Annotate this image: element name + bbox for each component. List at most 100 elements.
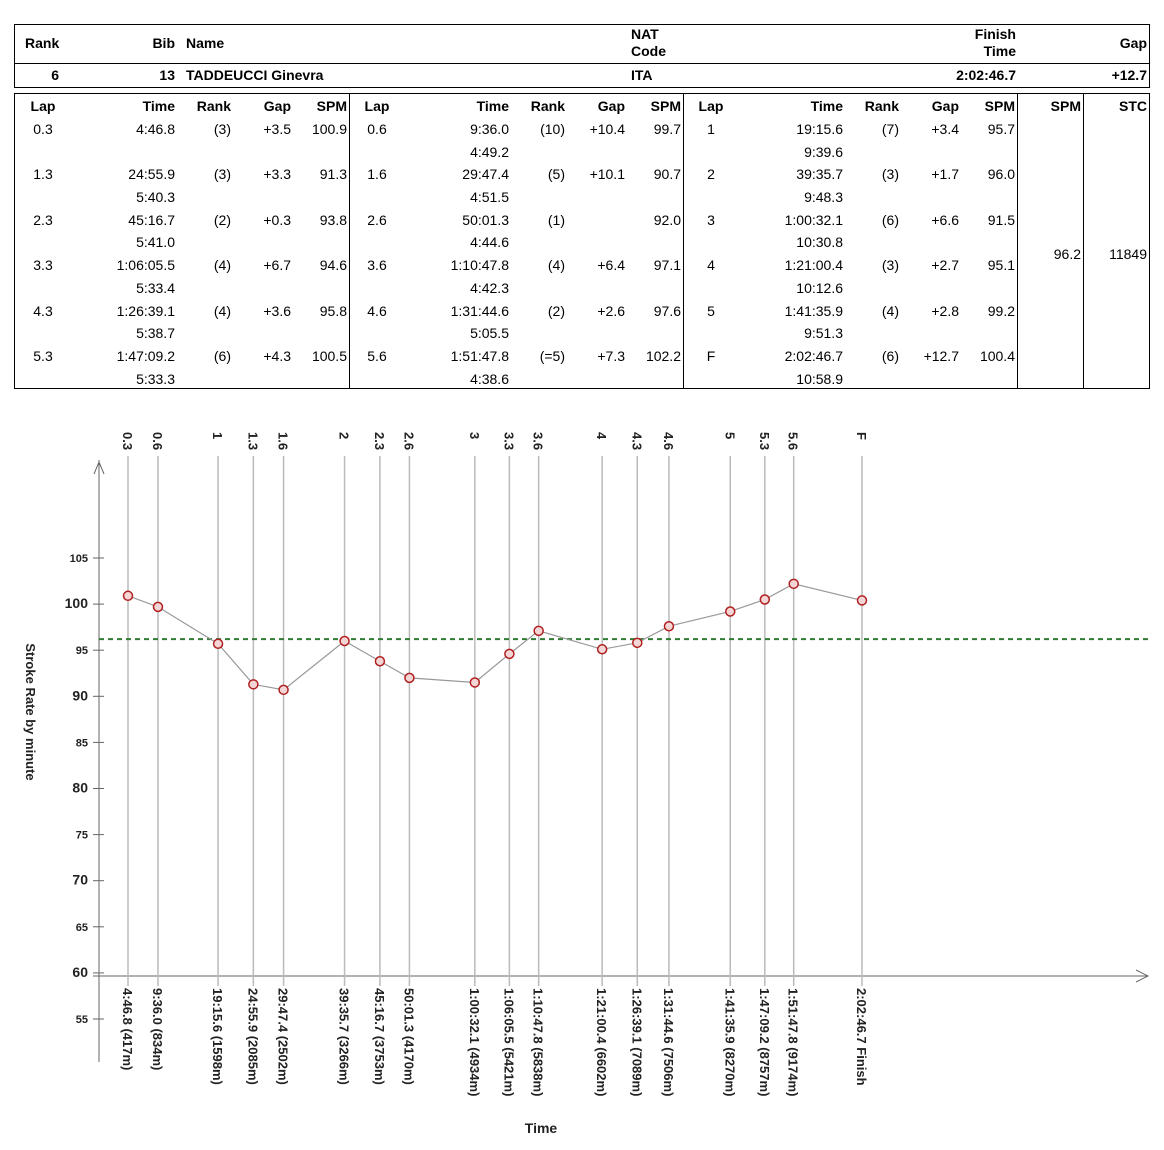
split-spm: 97.6 (653, 302, 681, 319)
split-gap: +6.7 (263, 257, 291, 274)
time-tick-label: 1:21:00.4 (6602m) (594, 988, 609, 1096)
split-gap: +1.7 (931, 166, 959, 183)
rank-header: Rank (196, 98, 231, 114)
time-tick-label: 39:35.7 (3266m) (337, 988, 352, 1085)
split-gap: +10.4 (589, 121, 625, 137)
spm-header: SPM (984, 98, 1015, 114)
time-tick-label: 4:46.8 (417m) (120, 988, 135, 1070)
splits-table: SPM STC 96.2 11849 Lap Time Rank Gap SPM Lap T… (14, 93, 1150, 389)
time-tick-label: 9:36.0 (834m) (150, 988, 165, 1070)
split-rank: (3) (881, 166, 899, 183)
split-lap: 4.6 (367, 302, 387, 319)
time-tick-label: 1:00:32.1 (4934m) (467, 988, 482, 1096)
y-tick-label: 105 (70, 553, 88, 565)
split-rank: (10) (540, 121, 565, 137)
split-lap: 2 (707, 166, 715, 183)
y-tick-label: 80 (72, 780, 88, 796)
split-gap: +10.1 (589, 166, 625, 183)
data-point (339, 635, 350, 647)
time-header: Time (142, 98, 175, 114)
data-point (469, 677, 481, 688)
name-header: Name (186, 35, 225, 51)
lap-label: 5.3 (757, 432, 772, 450)
split-rank: (=5) (539, 348, 565, 364)
time-tick-label: 24:55.9 (2085m) (245, 988, 260, 1085)
lap-label: 4.3 (629, 432, 644, 450)
split-time: 1:31:44.6 (450, 302, 509, 319)
split-spm: 92.0 (653, 211, 681, 228)
time-tick-label: 1:26:39.1 (7089m) (629, 988, 644, 1096)
split-gap: +2.8 (931, 302, 959, 319)
split-spm: 100.5 (311, 348, 347, 364)
split-rank: (3) (213, 121, 231, 137)
time-tick-label: 29:47.4 (2502m) (276, 988, 291, 1085)
split-lap: 3 (707, 211, 715, 228)
split-interval-time: 5:40.3 (136, 188, 175, 205)
athlete-finish-time: 2:02:46.7 (956, 67, 1016, 83)
data-point (152, 601, 164, 613)
lap-label: 2.6 (401, 432, 416, 450)
split-spm: 91.5 (987, 211, 1015, 228)
column-divider (1017, 94, 1018, 388)
lap-header: Lap (364, 98, 390, 114)
data-point (725, 606, 736, 617)
y-tick-label: 100 (65, 595, 89, 611)
split-spm: 102.2 (645, 348, 681, 364)
lap-label: 1 (210, 432, 225, 439)
lap-label: 0.6 (150, 432, 165, 450)
y-tick-label: 75 (76, 830, 88, 842)
split-interval-time: 4:42.3 (470, 279, 509, 296)
data-point (212, 638, 224, 649)
split-gap: +2.6 (597, 302, 625, 319)
split-interval-time: 5:33.4 (136, 279, 175, 296)
split-interval-time: 4:49.2 (470, 143, 509, 160)
split-lap: 1.6 (367, 166, 387, 183)
data-point (632, 637, 643, 649)
split-time: 50:01.3 (462, 211, 509, 228)
lap-label: 4 (594, 432, 609, 440)
split-time: 1:26:39.1 (116, 302, 175, 319)
split-gap: +6.4 (597, 257, 625, 274)
split-rank: (4) (213, 302, 231, 319)
rank-header: Rank (864, 98, 899, 114)
split-interval-time: 9:39.6 (804, 143, 843, 160)
lap-header: Lap (698, 98, 724, 114)
athlete-gap: +12.7 (1111, 67, 1147, 83)
split-rank: (4) (881, 302, 899, 319)
data-point (759, 594, 771, 605)
split-gap: +3.3 (263, 166, 291, 183)
data-point (278, 684, 289, 696)
split-lap: 3.3 (33, 257, 53, 274)
split-rank: (3) (881, 257, 899, 274)
time-tick-label: 50:01.3 (4170m) (401, 988, 416, 1085)
split-gap: +0.3 (263, 211, 291, 228)
gap-header: Gap (931, 98, 959, 114)
split-spm: 96.0 (987, 166, 1015, 183)
y-tick-label: 70 (72, 872, 88, 888)
data-point (596, 644, 608, 655)
spm-header: SPM (316, 98, 347, 114)
summary-stc-value: 11849 (1109, 246, 1147, 262)
y-tick-label: 65 (76, 922, 88, 934)
lap-label: 2.3 (372, 432, 387, 450)
summary-spm-value: 96.2 (1053, 246, 1081, 262)
athlete-rank: 6 (51, 67, 59, 83)
split-gap: +12.7 (923, 348, 959, 364)
split-time: 2:02:46.7 (784, 348, 843, 364)
split-time: 39:35.7 (796, 166, 843, 183)
split-spm: 99.2 (987, 302, 1015, 319)
split-spm: 95.7 (987, 121, 1015, 137)
finish-header-line2: Time (983, 43, 1016, 59)
split-lap: 1 (707, 121, 715, 137)
split-lap: 1.3 (33, 166, 53, 183)
split-lap: 5 (707, 302, 715, 319)
split-rank: (2) (213, 211, 231, 228)
lap-label: 5.6 (786, 432, 801, 450)
split-interval-time: 5:41.0 (136, 234, 175, 251)
split-time: 4:46.8 (136, 121, 175, 137)
column-divider (1083, 94, 1084, 388)
split-time: 1:00:32.1 (784, 211, 843, 228)
split-time: 9:36.0 (470, 121, 509, 137)
summary-stc-header: STC (1119, 98, 1147, 114)
split-gap: +7.3 (597, 348, 625, 364)
